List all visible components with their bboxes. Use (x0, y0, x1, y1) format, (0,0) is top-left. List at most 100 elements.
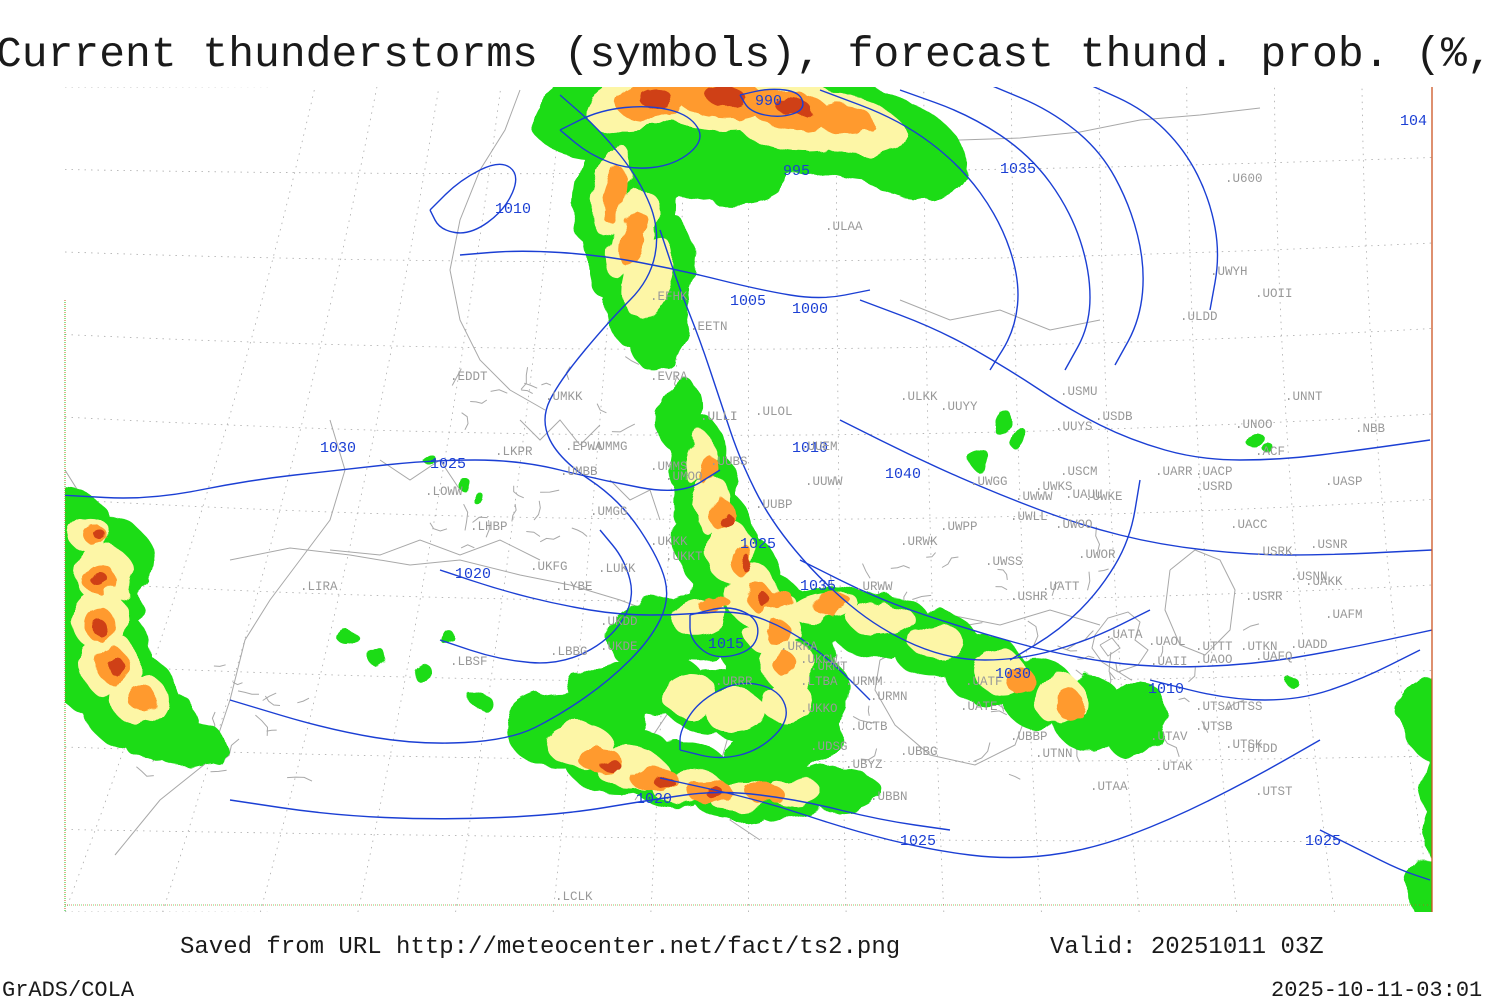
svg-text:.EDDT: .EDDT (450, 370, 488, 384)
svg-text:.UMBB: .UMBB (560, 465, 598, 479)
svg-text:.UMMG: .UMMG (590, 440, 628, 454)
svg-text:.UAOO: .UAOO (1195, 653, 1233, 667)
svg-text:.UTAA: .UTAA (1090, 780, 1128, 794)
svg-text:.EVRA: .EVRA (650, 370, 688, 384)
svg-text:1025: 1025 (740, 536, 776, 553)
svg-text:.UAFQ: .UAFQ (1255, 650, 1293, 664)
svg-text:.UWLL: .UWLL (1010, 510, 1048, 524)
svg-text:.NBB: .NBB (1355, 422, 1386, 436)
svg-text:.URWK: .URWK (900, 535, 938, 549)
svg-text:.UMGG: .UMGG (590, 505, 628, 519)
svg-text:.USMU: .USMU (1060, 385, 1098, 399)
svg-text:.UWGG: .UWGG (970, 475, 1008, 489)
svg-text:.URRA: .URRA (780, 640, 818, 654)
svg-text:.U600: .U600 (1225, 172, 1263, 186)
svg-text:1035: 1035 (800, 578, 836, 595)
svg-text:.UMOO: .UMOO (665, 470, 703, 484)
svg-text:.UOII: .UOII (1255, 287, 1293, 301)
svg-text:.EETN: .EETN (690, 320, 728, 334)
svg-text:.UACP: .UACP (1195, 465, 1233, 479)
svg-text:1015: 1015 (708, 636, 744, 653)
svg-text:995: 995 (783, 163, 810, 180)
svg-text:.USDB: .USDB (1095, 410, 1133, 424)
svg-text:.USRD: .USRD (1195, 480, 1233, 494)
svg-text:.URRR: .URRR (715, 675, 753, 689)
svg-text:.UBBP: .UBBP (1010, 730, 1048, 744)
svg-text:.ULAA: .ULAA (825, 220, 863, 234)
svg-text:.UTNN: .UTNN (1035, 747, 1073, 761)
svg-text:.UARR: .UARR (1155, 465, 1193, 479)
svg-text:.UAFM: .UAFM (1325, 608, 1363, 622)
svg-text:.UKDD: .UKDD (600, 615, 638, 629)
svg-text:.LBBG: .LBBG (550, 645, 588, 659)
svg-text:.UUBP: .UUBP (755, 498, 793, 512)
svg-text:.USCM: .USCM (1060, 465, 1098, 479)
svg-text:.UAII: .UAII (1150, 655, 1188, 669)
svg-text:.UATE: .UATE (960, 700, 998, 714)
svg-text:.UWOR: .UWOR (1078, 548, 1116, 562)
svg-text:1025: 1025 (430, 456, 466, 473)
svg-text:.UKKO: .UKKO (800, 702, 838, 716)
svg-text:.UCTB: .UCTB (850, 720, 888, 734)
svg-text:.UATT: .UATT (1042, 580, 1080, 594)
svg-text:1010: 1010 (495, 201, 531, 218)
svg-text:.UKKT: .UKKT (665, 550, 703, 564)
svg-text:1025: 1025 (900, 833, 936, 850)
svg-text:.UTAV: .UTAV (1150, 730, 1188, 744)
svg-text:.UACC: .UACC (1230, 518, 1268, 532)
svg-text:.LBSF: .LBSF (450, 655, 488, 669)
svg-text:.UATA: .UATA (1105, 628, 1143, 642)
svg-text:.UWYH: .UWYH (1210, 265, 1248, 279)
svg-text:.UATF: .UATF (965, 675, 1003, 689)
svg-text:.UNOO: .UNOO (1235, 418, 1273, 432)
svg-text:.UWWW: .UWWW (1015, 490, 1053, 504)
svg-text:.LYBE: .LYBE (555, 580, 593, 594)
svg-text:.UBBG: .UBBG (900, 745, 938, 759)
svg-text:1010: 1010 (1148, 681, 1184, 698)
svg-text:.UDSG: .UDSG (810, 740, 848, 754)
svg-text:.UASP: .UASP (1325, 475, 1363, 489)
svg-text:.LUKK: .LUKK (598, 562, 636, 576)
svg-text:.UUEM: .UUEM (800, 440, 838, 454)
svg-text:.UTSB: .UTSB (1195, 720, 1233, 734)
svg-text:.URMM: .URMM (845, 675, 883, 689)
svg-text:.ULDD: .ULDD (1180, 310, 1218, 324)
svg-text:.URWW: .URWW (855, 580, 893, 594)
svg-text:.LIRA: .LIRA (300, 580, 338, 594)
svg-text:.UUWW: .UUWW (805, 475, 843, 489)
svg-text:1020: 1020 (455, 566, 491, 583)
svg-text:.USNR: .USNR (1310, 538, 1348, 552)
svg-text:.UWPP: .UWPP (940, 520, 978, 534)
svg-text:.UTDD: .UTDD (1240, 742, 1278, 756)
svg-text:1020: 1020 (636, 791, 672, 808)
svg-text:.UBYZ: .UBYZ (845, 758, 883, 772)
svg-text:.UUYS: .UUYS (1055, 420, 1093, 434)
svg-text:.ULKK: .ULKK (900, 390, 938, 404)
svg-text:.UKDE: .UKDE (600, 640, 638, 654)
svg-text:.ACF: .ACF (1255, 445, 1285, 459)
svg-text:.URMN: .URMN (870, 690, 908, 704)
svg-text:.LOWW: .LOWW (425, 485, 463, 499)
svg-text:.UTAK: .UTAK (1155, 760, 1193, 774)
svg-text:.UADD: .UADD (1290, 638, 1328, 652)
svg-text:.LCLK: .LCLK (555, 890, 593, 904)
svg-text:.UUYY: .UUYY (940, 400, 978, 414)
svg-text:.UWOO: .UWOO (1055, 518, 1093, 532)
svg-text:.USRR: .USRR (1245, 590, 1283, 604)
svg-text:.UBBN: .UBBN (870, 790, 908, 804)
svg-text:1000: 1000 (792, 301, 828, 318)
svg-text:.UMKK: .UMKK (545, 390, 583, 404)
svg-text:.USRK: .USRK (1255, 545, 1293, 559)
svg-text:.ULOL: .ULOL (755, 405, 793, 419)
svg-text:.UKKK: .UKKK (650, 535, 688, 549)
svg-text:.URMT: .URMT (810, 660, 848, 674)
svg-text:.UAKK: .UAKK (1305, 575, 1343, 589)
svg-text:1040: 1040 (885, 466, 921, 483)
svg-text:.EFHK: .EFHK (650, 290, 688, 304)
svg-text:1005: 1005 (730, 293, 766, 310)
svg-text:.LHBP: .LHBP (470, 520, 508, 534)
svg-text:.ULLI: .ULLI (700, 410, 738, 424)
svg-text:.UAOL: .UAOL (1148, 635, 1186, 649)
svg-text:.UKFG: .UKFG (530, 560, 568, 574)
svg-text:.UNNT: .UNNT (1285, 390, 1323, 404)
